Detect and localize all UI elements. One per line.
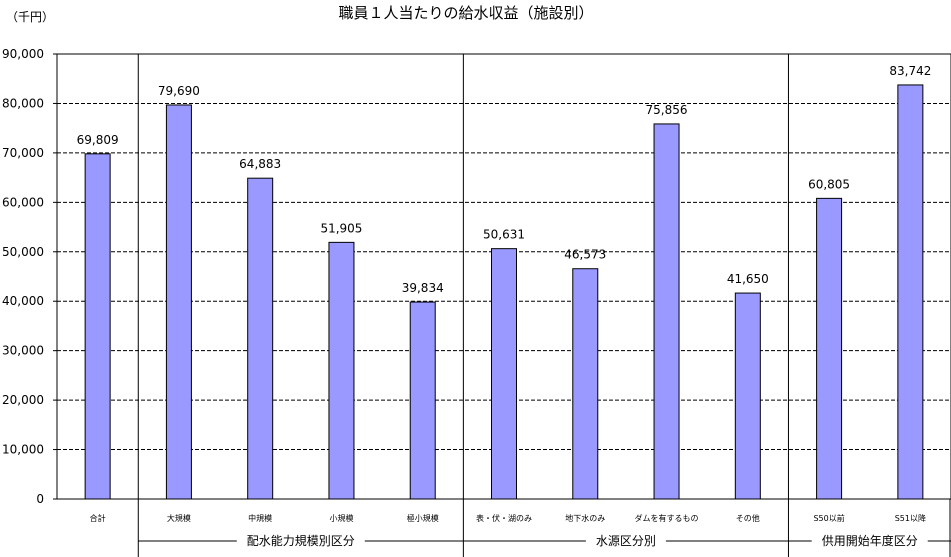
group-label: 配水能力規模別区分 [247,533,355,548]
y-tick-label: 70,000 [2,146,44,160]
x-tick-label: 表・伏・湖のみ [476,513,532,523]
x-tick-label: S50以前 [813,513,844,523]
y-tick-label: 40,000 [2,294,44,308]
bar [572,268,599,500]
bar [247,177,274,500]
data-label: 75,856 [646,103,688,117]
y-tick-label: 90,000 [2,47,44,61]
y-unit-label: （千円） [6,10,54,24]
bar [816,197,843,500]
y-tick-label: 10,000 [2,443,44,457]
bar [734,292,761,500]
x-tick-label: ダムを有するもの [635,513,699,523]
group-label: 水源区分別 [596,534,656,548]
x-tick-label: その他 [736,513,760,523]
y-tick-label: 20,000 [2,393,44,407]
y-tick-label: 0 [36,492,44,506]
x-tick-label: 大規模 [167,513,191,523]
x-tick-label: 中規模 [248,513,272,523]
bar [328,241,355,500]
y-tick-labels: 0 10,000 20,000 30,000 40,000 50,000 60,000 70,… [2,47,44,506]
group-labels: 配水能力規模別区分 水源区分別 供用開始年度区分 [137,499,951,557]
data-label: 83,742 [889,64,931,78]
bar [897,84,924,500]
data-label: 46,573 [564,248,606,262]
x-tick-labels: 合計 大規模 中規模 小規模 極小規模 表・伏・湖のみ 地下水のみ ダムを有するもの その他 S5… [90,513,926,523]
data-labels: 69,809 79,690 64,883 51,905 39,834 50,631 46,5… [77,64,932,295]
group-label: 供用開始年度区分 [822,533,918,548]
data-label: 79,690 [158,84,200,98]
bar [84,153,111,500]
bar [491,248,517,500]
bar [165,104,192,500]
y-tick-label: 80,000 [2,96,44,110]
x-tick-label: 合計 [90,513,106,523]
y-tick-label: 50,000 [2,245,44,259]
data-label: 51,905 [320,221,362,235]
data-label: 64,883 [239,157,281,171]
x-tick-label: 極小規模 [407,513,439,523]
bar [409,301,436,500]
data-label: 69,809 [77,133,119,147]
bars [84,84,924,500]
data-label: 41,650 [727,272,769,286]
plot-frame [56,53,951,500]
x-tick-label: 小規模 [329,513,353,523]
chart-title: 職員１人当たりの給水収益（施設別） [338,4,593,22]
x-tick-label: S51以降 [895,513,926,523]
x-tick-label: 地下水のみ [565,513,605,523]
data-label: 39,834 [402,281,444,295]
bar [653,123,680,500]
y-tick-label: 60,000 [2,195,44,209]
data-label: 60,805 [808,177,850,191]
y-tick-label: 30,000 [2,344,44,358]
data-label: 50,631 [483,228,525,242]
